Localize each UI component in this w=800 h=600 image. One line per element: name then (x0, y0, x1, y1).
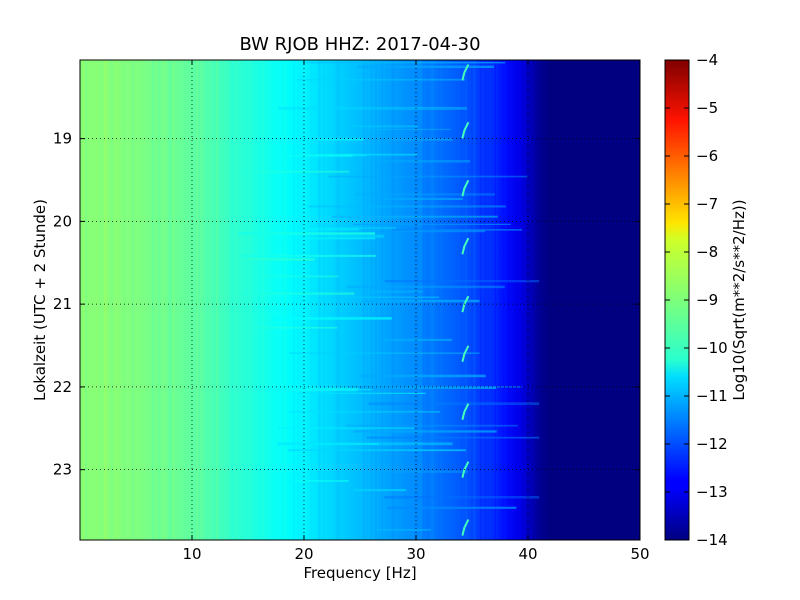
y-axis: 19 20 21 22 23 (53, 130, 640, 479)
spectral-feature-mark (461, 63, 470, 81)
spectral-feature-mark (461, 179, 470, 197)
colorbar-tick-label: −4 (696, 51, 718, 69)
x-tick-label: 10 (182, 545, 201, 563)
colorbar: −4 −5 −6 −7 −8 −9 −10 −11 −12 −13 −14 Log10(Sqrt(m… (664, 51, 748, 549)
colorbar-tick-label: −10 (696, 339, 728, 357)
colorbar-tick-label: −14 (696, 531, 728, 549)
y-tick-label: 23 (53, 461, 72, 479)
x-axis-label: Frequency [Hz] (303, 564, 416, 582)
colorbar-label: Log10(Sqrt(m**2/s**2/Hz)) (730, 199, 748, 400)
colorbar-tick-label: −6 (696, 147, 718, 165)
spectrogram-plot (80, 60, 640, 540)
x-tick-label: 50 (630, 545, 649, 563)
y-tick-label: 22 (53, 378, 72, 396)
x-tick-label: 30 (406, 545, 425, 563)
spectral-feature-mark (461, 121, 470, 139)
colorbar-tick-label: −7 (696, 195, 718, 213)
colorbar-tick-label: −13 (696, 483, 728, 501)
plot-frame (79, 59, 641, 541)
y-tick-label: 20 (53, 212, 72, 230)
y-tick-label: 19 (53, 130, 72, 148)
y-tick-label: 21 (53, 295, 72, 313)
x-tick-label: 20 (294, 545, 313, 563)
spectral-feature-mark (461, 403, 470, 420)
colorbar-tick-label: −9 (696, 291, 718, 309)
x-tick-label: 40 (518, 545, 537, 563)
colorbar-tick-label: −12 (696, 435, 728, 453)
chart-title: BW RJOB HHZ: 2017-04-30 (239, 34, 480, 55)
spectral-feature-mark (461, 345, 470, 363)
colorbar-tick-label: −8 (696, 243, 718, 261)
colorbar-ticks: −4 −5 −6 −7 −8 −9 −10 −11 −12 −13 −14 (665, 51, 728, 549)
grid-lines (80, 60, 640, 540)
spectral-feature-mark (461, 237, 470, 255)
colorbar-tick-label: −5 (696, 99, 718, 117)
spectral-feature-mark (461, 519, 470, 536)
x-axis: 10 20 30 40 50 (182, 60, 650, 563)
spectrogram-texture (81, 60, 540, 540)
colorbar-tick-label: −11 (696, 387, 728, 405)
y-axis-label: Lokalzeit (UTC + 2 Stunde) (31, 199, 49, 401)
